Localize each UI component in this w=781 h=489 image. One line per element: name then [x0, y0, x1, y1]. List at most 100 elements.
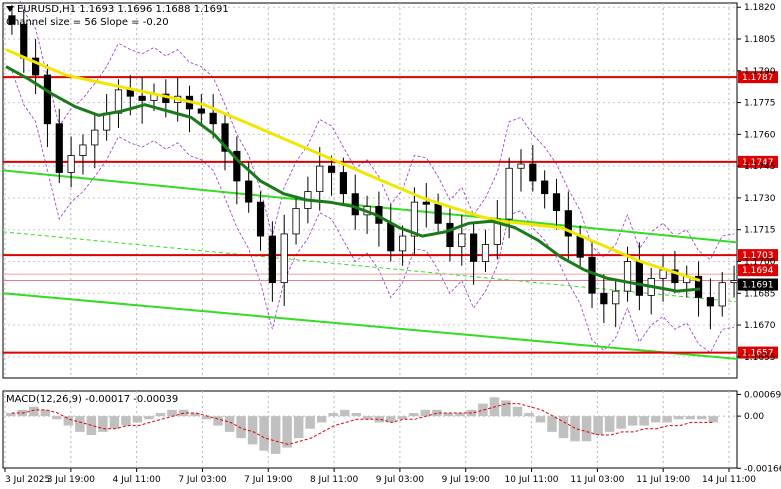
macd-histogram-bar [650, 416, 661, 423]
y-tick-label: 1.1670 [744, 321, 776, 331]
candle-body [434, 203, 442, 224]
macd-axis: 0.00069 0.00 -0.00166 [737, 390, 781, 474]
macd-histogram-bar [386, 416, 396, 423]
macd-histogram-bar [374, 416, 385, 423]
macd-histogram-bar [75, 416, 85, 432]
dropdown-triangle-icon[interactable] [6, 6, 14, 12]
candle-body [552, 193, 561, 212]
candle-body [245, 180, 253, 203]
candle-body [221, 123, 229, 152]
candle-body [292, 208, 300, 235]
macd-histogram-bar [167, 409, 177, 417]
main-plot-frame [2, 2, 738, 379]
level-price-label: 1.1747 [742, 158, 774, 168]
macd-histogram-bar [224, 416, 235, 432]
macd-histogram-bar [604, 416, 615, 432]
candle-body [327, 165, 336, 173]
candle-body [612, 290, 620, 305]
macd-histogram-bar [40, 409, 51, 417]
macd-histogram-bar [363, 416, 373, 420]
macd-histogram-bar [455, 413, 465, 417]
x-tick-label: 10 Jul 11:00 [505, 475, 559, 485]
candle-body [8, 15, 16, 25]
macd-y-tick-label: -0.00166 [744, 464, 781, 474]
envelope-upper-line [19, 0, 735, 260]
candle-body [505, 167, 513, 220]
candle-body [635, 261, 643, 296]
macd-histogram-bar [259, 416, 269, 451]
price-label: 1.1694 [742, 266, 774, 276]
macd-histogram-bar [29, 406, 39, 417]
candle-body [410, 201, 419, 237]
macd-y-tick-label: 0.00069 [744, 390, 781, 400]
x-tick-label: 11 Jul 03:00 [570, 475, 624, 485]
macd-histogram-bar [593, 416, 603, 435]
level-price-label: 1.1657 [742, 349, 774, 359]
macd-histogram-bar [420, 409, 431, 417]
macd-histogram-bar [512, 406, 523, 417]
macd-histogram-bar [305, 416, 315, 429]
candle-body [114, 89, 123, 114]
channel-line-lower [2, 292, 738, 360]
candle-body [209, 112, 217, 125]
candlesticks [8, 5, 738, 330]
moving-averages [5, 48, 701, 293]
candle-body [233, 150, 241, 182]
candle-body [138, 95, 146, 101]
macd-histogram-bar [685, 416, 695, 420]
level-price-tag [738, 155, 778, 168]
ma-fast-line [5, 65, 701, 293]
channel-line-mid [2, 231, 738, 303]
macd-histogram-bar [190, 413, 200, 417]
x-tick-label: 14 Jul 11:00 [702, 475, 756, 485]
macd-histogram-bar [6, 413, 16, 417]
y-tick-label: 1.1655 [744, 353, 776, 363]
macd-histogram-bar [282, 416, 292, 448]
x-tick-label: 4 Jul 11:00 [113, 475, 162, 485]
candle-body [588, 256, 596, 294]
macd-histogram-bar [144, 416, 154, 420]
macd-histogram-bar [478, 403, 488, 417]
candle-body [268, 235, 276, 284]
candle-body [706, 297, 715, 307]
macd-histogram-bar [98, 416, 108, 432]
macd-histogram-bar [52, 416, 62, 420]
macd-histogram-bar [132, 416, 143, 423]
candle-body [351, 193, 359, 216]
y-tick-label: 1.1820 [744, 3, 776, 13]
resistance-levels: 1.1787 1.1747 1.1703 1.1657 1.1694 1.1691 [3, 71, 778, 359]
y-tick-label: 1.1715 [744, 226, 776, 236]
macd-histogram-bar [409, 413, 419, 417]
ma-slow-line [5, 48, 701, 282]
macd-signal-line [11, 403, 715, 445]
candle-body [197, 108, 205, 114]
macd-histogram-bar [201, 416, 212, 420]
symbol-quote-text: EURUSD,H1 1.1693 1.1696 1.1688 1.1691 [17, 4, 229, 15]
candle-body [67, 155, 75, 173]
macd-histogram-bar [616, 416, 626, 429]
macd-histogram-bar [293, 416, 304, 439]
candle-body [316, 165, 324, 192]
candle-body [671, 269, 679, 284]
price-tag [738, 264, 778, 277]
y-tick-label: 1.1685 [744, 289, 776, 299]
level-price-label: 1.1787 [742, 73, 774, 83]
candle-body [694, 275, 703, 298]
macd-histogram-bar [501, 400, 511, 417]
symbol-header: EURUSD,H1 1.1693 1.1696 1.1688 1.1691 [6, 4, 229, 15]
price-axis: 1.18201.18051.17901.17751.17601.17451.17… [737, 3, 776, 363]
level-price-tag [738, 249, 778, 262]
macd-histogram-bar [236, 416, 246, 439]
y-tick-label: 1.1805 [744, 35, 776, 45]
candle-body [43, 74, 52, 125]
macd-histogram-bar [581, 416, 592, 442]
x-tick-label: 7 Jul 03:00 [178, 475, 227, 485]
macd-histogram-bar [639, 416, 649, 426]
candle-body [718, 282, 726, 307]
candle-body [256, 201, 265, 237]
macd-histogram-bar [696, 416, 707, 420]
macd-histogram-bar [339, 409, 350, 417]
price-tag [738, 278, 778, 291]
candle-body [387, 222, 395, 252]
